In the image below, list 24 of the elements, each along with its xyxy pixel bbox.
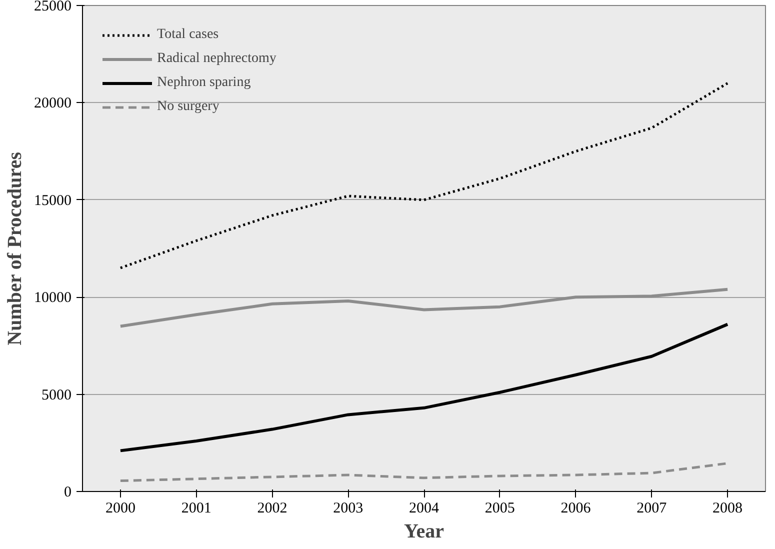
y-tick-label: 10000 bbox=[34, 290, 72, 306]
line-series bbox=[119, 462, 729, 482]
y-axis-title: Number of Procedures bbox=[4, 152, 26, 346]
x-tick-label: 2000 bbox=[105, 500, 136, 516]
legend-label: No surgery bbox=[157, 99, 220, 115]
line-series bbox=[118, 322, 730, 452]
y-tick-label: 25000 bbox=[34, 0, 72, 14]
y-tick-label: 0 bbox=[64, 484, 72, 500]
y-tick-label: 5000 bbox=[42, 387, 72, 404]
x-axis-title: Year bbox=[404, 520, 444, 542]
x-tick-label: 2005 bbox=[484, 500, 515, 516]
x-tick-label: 2007 bbox=[636, 500, 668, 516]
y-tick-label: 20000 bbox=[34, 96, 72, 112]
x-tick-label: 2004 bbox=[409, 500, 440, 516]
legend-label: Total cases bbox=[157, 27, 219, 43]
x-tick-label: 2002 bbox=[257, 500, 288, 516]
x-tick-label: 2008 bbox=[712, 500, 743, 516]
y-tick-label: 15000 bbox=[34, 192, 72, 209]
x-tick-label: 2003 bbox=[333, 500, 364, 516]
legend-label: Radical nephrectomy bbox=[157, 51, 276, 67]
line-series bbox=[118, 288, 730, 328]
legend-label: Nephron sparing bbox=[157, 75, 251, 91]
x-tick-label: 2006 bbox=[560, 500, 592, 516]
x-tick-label: 2001 bbox=[181, 500, 212, 516]
